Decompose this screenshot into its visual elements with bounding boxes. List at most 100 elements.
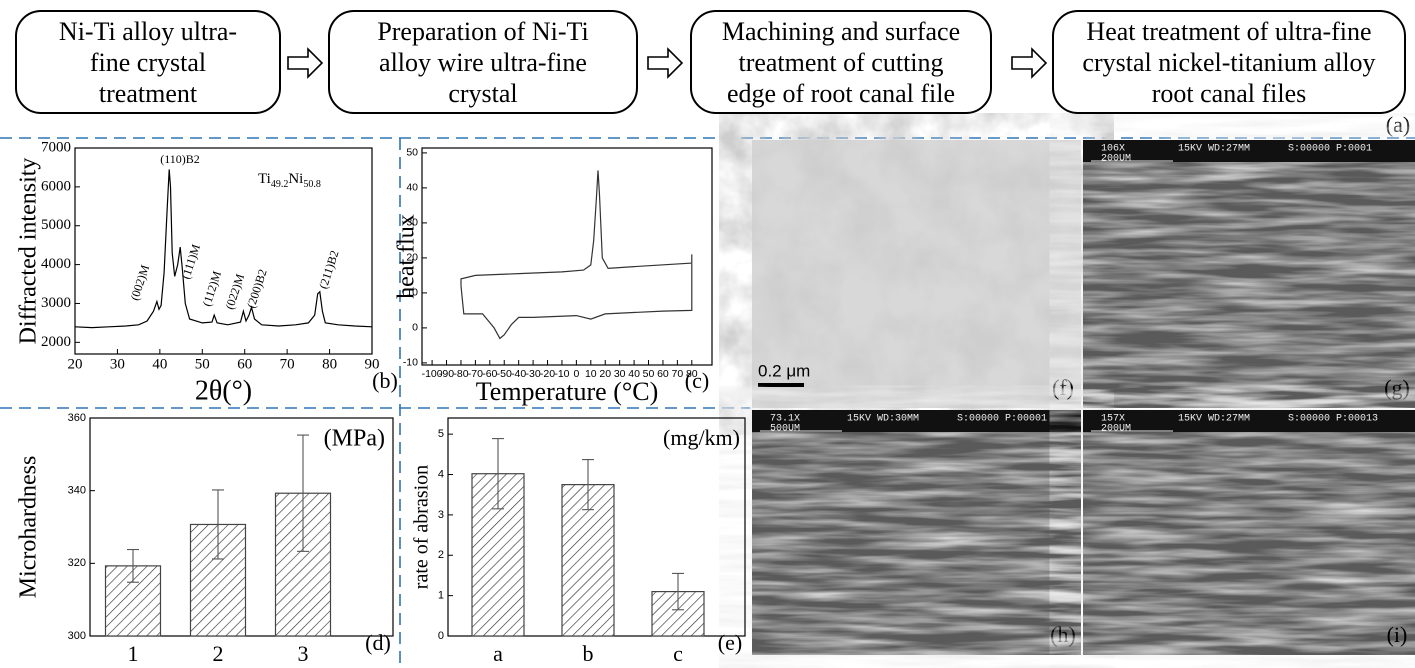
peak-label: (111)M xyxy=(179,242,203,281)
x-axis-label: Temperature (°C) xyxy=(476,377,659,406)
error-bar xyxy=(492,438,504,510)
x-tick-label: -30 xyxy=(526,368,541,380)
peak-label: (211)B2 xyxy=(316,249,342,291)
sem-scale-text: 200UM xyxy=(1101,424,1131,435)
sem-header-text: S:00000 P:00013 xyxy=(1288,414,1378,425)
panel-label: (g) xyxy=(1384,375,1410,400)
composition: Ti49.2Ni50.8 xyxy=(258,171,321,190)
y-tick-label: 5000 xyxy=(41,217,71,233)
sem-header xyxy=(1083,140,1415,162)
y-tick-label: 320 xyxy=(68,557,86,569)
y-tick-label: 5 xyxy=(438,428,444,440)
x-tick-label: 90 xyxy=(365,356,380,372)
y-tick-label: 40 xyxy=(406,182,418,194)
chart: 0 1 2 3 4 5 rate of abrasion (e) (mg/km) a b c xyxy=(411,417,746,666)
x-tick-label: 70 xyxy=(672,368,684,380)
x-tick-label: -80 xyxy=(453,368,468,380)
micrograph: 106X 15KV WD:27MM S:00000 P:0001 200UM (g) xyxy=(1083,140,1415,408)
x-tick-label: 50 xyxy=(195,356,210,372)
x-tick-label: 80 xyxy=(322,356,337,372)
error-bar xyxy=(297,434,309,552)
x-tick-label: 30 xyxy=(110,356,125,372)
sem-header-text: 15KV WD:27MM xyxy=(1178,144,1250,155)
y-tick-label: 360 xyxy=(68,412,86,424)
x-axis-label: 2θ(°) xyxy=(195,375,252,406)
y-tick-label: 4000 xyxy=(41,256,71,272)
subscript: 50.8 xyxy=(303,179,321,190)
plot-frame xyxy=(74,147,373,355)
y-tick-label: 3 xyxy=(438,509,444,521)
element: Ti xyxy=(258,171,271,187)
x-tick-label: 2 xyxy=(213,641,224,666)
x-tick-label: 20 xyxy=(599,368,611,380)
peak-label: (110)B2 xyxy=(160,152,200,166)
flow-step: Machining and surface treatment of cutti… xyxy=(690,10,992,114)
micrograph: 0.2 μm (f) xyxy=(752,140,1081,408)
x-tick-label: -10 xyxy=(554,368,569,380)
chart: 2000 3000 4000 5000 6000 7000 20 30 40 50 60 70 80 90… xyxy=(16,139,398,406)
flow-arrow xyxy=(647,47,684,79)
x-tick-label: -100 xyxy=(422,368,443,380)
chart: 300 320 340 360 Microhardness (d) (MPa) 1 2 3 xyxy=(16,412,394,666)
y-tick-label: 4 xyxy=(438,468,444,480)
sem-header xyxy=(752,410,1081,432)
peak-label: (200)B2 xyxy=(244,267,270,309)
micrograph-texture xyxy=(1083,410,1415,655)
x-tick-label: 20 xyxy=(68,356,83,372)
x-tick-label: -20 xyxy=(540,368,555,380)
subscript: 49.2 xyxy=(271,179,289,190)
x-tick-label: 60 xyxy=(657,368,669,380)
y-tick-label: 7000 xyxy=(41,139,71,155)
error-bar xyxy=(582,459,594,511)
y-axis-label: Diffracted intensity xyxy=(16,158,42,345)
x-tick-label: 60 xyxy=(237,356,252,372)
y-tick-label: 20 xyxy=(406,252,418,264)
data-line xyxy=(74,169,373,329)
x-tick-label: 80 xyxy=(686,368,698,380)
x-tick-label: -60 xyxy=(482,368,497,380)
y-axis-label: Microhardness xyxy=(16,456,42,599)
panel-dividers xyxy=(0,137,1415,668)
data-line xyxy=(460,170,693,340)
micrograph: 157X 15KV WD:27MM S:00000 P:00013 200UM (i) xyxy=(1083,410,1415,655)
x-tick-label: b xyxy=(583,641,594,666)
micrograph: 73.1X 15KV WD:30MM S:00000 P:00001 500UM (h) xyxy=(752,410,1081,655)
scale-bar-text: 0.2 μm xyxy=(758,361,810,380)
y-tick-label: 300 xyxy=(68,630,86,642)
x-tick-label: 40 xyxy=(628,368,640,380)
x-tick-label: -40 xyxy=(511,368,526,380)
sem-header-text: 15KV WD:27MM xyxy=(1178,414,1250,425)
x-tick-label: 0 xyxy=(573,368,579,380)
y-tick-label: 0 xyxy=(438,630,444,642)
x-tick-label: -90 xyxy=(439,368,454,380)
x-tick-label: -70 xyxy=(468,368,483,380)
micrograph-texture xyxy=(752,410,1081,655)
error-bar xyxy=(127,548,139,583)
panel-label: (c) xyxy=(685,368,709,393)
y-tick-label: 50 xyxy=(406,147,418,159)
y-tick-label: 2000 xyxy=(41,334,71,350)
micrograph-texture xyxy=(752,140,1081,408)
plot-frame xyxy=(421,147,713,366)
flow-arrow xyxy=(1011,47,1048,79)
panel-label: (d) xyxy=(365,630,391,655)
scale-bar xyxy=(758,383,804,387)
y-tick-label: 10 xyxy=(406,287,418,299)
x-tick-label: 70 xyxy=(280,356,295,372)
peak-label: (002)M xyxy=(127,263,152,303)
x-tick-label: 3 xyxy=(298,641,309,666)
x-tick-label: c xyxy=(673,641,683,666)
flow-step: Heat treatment of ultra-fine crystal nic… xyxy=(1052,10,1406,114)
x-tick-label: 30 xyxy=(614,368,626,380)
y-tick-label: 0 xyxy=(412,322,418,334)
y-tick-label: 30 xyxy=(406,217,418,229)
panel-label: (e) xyxy=(718,630,742,655)
y-tick-label: 3000 xyxy=(41,295,71,311)
error-bar xyxy=(212,489,224,560)
y-tick-label: 340 xyxy=(68,485,86,497)
x-tick-label: 1 xyxy=(128,641,139,666)
panel-label: (f) xyxy=(1052,375,1074,400)
sem-header-text: 73.1X xyxy=(770,414,800,425)
